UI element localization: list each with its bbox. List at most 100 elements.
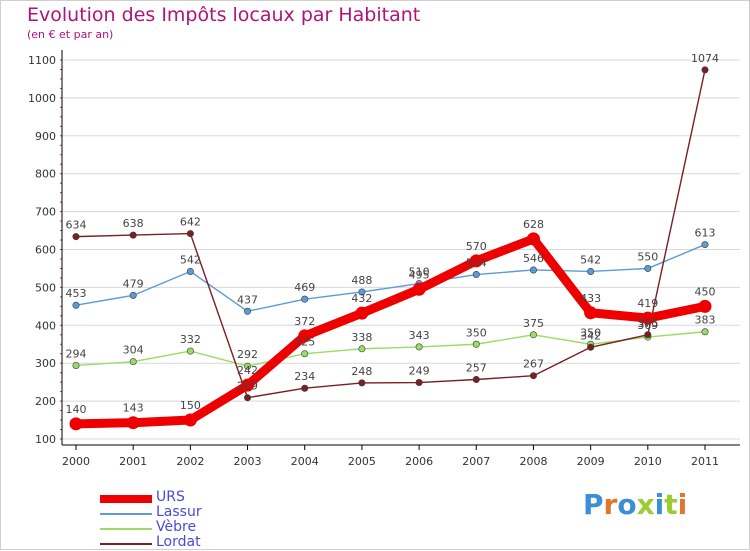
data-label-lassur: 613 [695,227,716,240]
y-tick-label: 800 [35,168,56,181]
legend-swatch [100,495,152,503]
data-label-lassur: 469 [294,281,315,294]
data-label-urs: 450 [695,285,716,298]
data-label-lassur: 550 [637,250,658,263]
data-point-lassur [358,288,366,296]
y-tick-label: 1100 [28,54,56,67]
data-label-urs: 433 [580,292,601,305]
data-label-vèbre: 304 [123,344,144,357]
data-label-urs: 242 [237,364,258,377]
y-tick-label: 200 [35,395,56,408]
data-point-vèbre [701,328,709,336]
y-tick-labels: 100 200 300 400 500 600 700 800 900 1000 1100 [28,54,56,446]
data-label-urs: 432 [351,292,372,305]
data-label-lordat: 249 [409,365,430,378]
logo-letter: i [654,488,665,521]
data-point-vèbre [415,343,423,351]
data-point-lordat [186,230,194,238]
data-label-urs: 143 [123,402,144,415]
data-label-urs: 419 [637,297,658,310]
data-point-lassur [244,307,252,315]
data-label-vèbre: 338 [351,331,372,344]
y-tick-label: 100 [35,433,56,446]
x-tick-label: 2004 [291,455,319,468]
x-tick-label: 2011 [691,455,719,468]
data-label-lordat: 642 [180,216,201,229]
series-line-lassur [75,243,706,312]
data-point-lordat [358,379,366,387]
x-tick-label: 2007 [462,455,490,468]
data-point-urs [298,329,312,343]
legend-swatch [100,543,152,545]
data-label-lassur: 437 [237,293,258,306]
data-point-vèbre [186,347,194,355]
axes [60,50,740,450]
data-point-vèbre [529,331,537,339]
data-point-lassur [529,266,537,274]
data-point-lordat [415,379,423,387]
data-point-lassur [472,271,480,279]
data-point-lassur [72,301,80,309]
x-tick-label: 2010 [634,455,662,468]
x-tick-label: 2005 [348,455,376,468]
series-line-lordat [75,69,706,399]
data-point-urs [526,232,540,246]
data-point-lordat [529,372,537,380]
y-tick-label: 1000 [28,92,56,105]
data-point-urs [698,299,712,313]
y-tick-label: 400 [35,319,56,332]
grid-lines [62,59,740,440]
data-label-lassur: 534 [466,257,487,270]
data-point-lordat [587,343,595,351]
data-point-urs [469,254,483,268]
legend-label: Lordat [156,534,201,550]
data-labels: 140 143 150 242 372 432 495 570 628 433 419 450 453 4… [66,52,720,416]
data-label-lordat: 267 [523,358,544,371]
data-label-lordat: 257 [466,361,487,374]
x-tick-label: 2003 [234,455,262,468]
legend-swatch [100,513,152,515]
data-label-lassur: 479 [123,277,144,290]
data-label-lordat: 638 [123,217,144,230]
data-label-lassur: 542 [180,253,201,266]
data-point-vèbre [472,340,480,348]
x-tick-label: 2002 [176,455,204,468]
data-label-vèbre: 350 [580,326,601,339]
data-label-lordat: 634 [66,219,87,232]
data-point-urs [412,282,426,296]
data-point-lassur [129,291,137,299]
series-line-vèbre [75,331,706,367]
data-point-lordat [301,384,309,392]
data-point-lordat [72,233,80,241]
y-tick-label: 300 [35,357,56,370]
x-tick-label: 2000 [62,455,90,468]
x-tick-labels: 2000 2001 2002 2003 2004 2005 2006 2007 2008 2009… [62,455,719,468]
data-point-urs [584,306,598,320]
logo-letter: P [583,488,604,521]
data-label-urs: 628 [523,218,544,231]
data-point-urs [183,413,197,427]
legend-label: Lassur [156,504,202,520]
series-line-urs [71,234,710,429]
data-label-lassur: 542 [580,253,601,266]
data-point-vèbre [244,362,252,370]
data-label-lordat: 342 [580,329,601,342]
y-tick-label: 600 [35,244,56,257]
data-label-lordat: 1074 [691,52,719,65]
data-point-lordat [701,66,709,74]
data-label-vèbre: 369 [637,319,658,332]
data-label-vèbre: 383 [695,314,716,327]
data-point-lordat [244,394,252,402]
legend-label: URS [156,489,185,505]
data-point-lordat [129,231,137,239]
data-point-lassur [301,295,309,303]
data-label-vèbre: 375 [523,317,544,330]
x-tick-label: 2009 [577,455,605,468]
data-label-lassur: 453 [66,287,87,300]
logo-letter: r [603,488,618,521]
data-label-vèbre: 343 [409,329,430,342]
data-point-lassur [644,264,652,272]
y-tick-label: 700 [35,206,56,219]
logo-letter: t [664,488,678,521]
